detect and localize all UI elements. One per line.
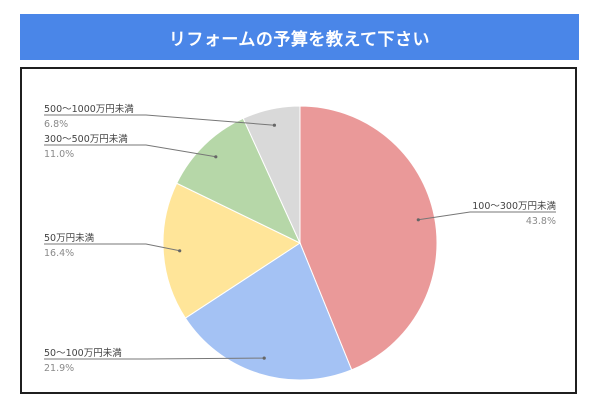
leader-line bbox=[44, 357, 265, 360]
leader-dot bbox=[262, 356, 266, 360]
slice-labels: 100～300万円未満 43.8% 50～100万円未満 21.9% 50万円未満 16.… bbox=[44, 103, 556, 374]
slice-label: 50万円未満 bbox=[44, 232, 95, 244]
pie-slice bbox=[162, 182, 302, 319]
pie-slice bbox=[184, 242, 353, 381]
leader-dot bbox=[214, 155, 218, 159]
pie-slices bbox=[162, 105, 438, 381]
slice-percent-label: 6.8% bbox=[44, 119, 68, 130]
leader-dot bbox=[178, 249, 182, 253]
leader-lines bbox=[44, 114, 556, 360]
pie-slice bbox=[176, 117, 302, 245]
slice-percent-label: 21.9% bbox=[44, 363, 74, 374]
pie-slice bbox=[299, 105, 438, 371]
slice-percent-label: 11.0% bbox=[44, 149, 74, 160]
leader-dot bbox=[272, 123, 276, 127]
slice-label: 500～1000万円未満 bbox=[44, 103, 134, 115]
leader-dot bbox=[416, 218, 420, 222]
leader-line bbox=[44, 243, 180, 252]
chart-title: リフォームの予算を教えて下さい bbox=[168, 29, 431, 50]
pie-slice bbox=[242, 105, 301, 244]
leader-line bbox=[44, 144, 216, 158]
slice-percent-label: 43.8% bbox=[526, 216, 556, 227]
chart-title-bar: リフォームの予算を教えて下さい bbox=[20, 14, 579, 60]
leader-line bbox=[418, 211, 556, 221]
slice-percent-label: 16.4% bbox=[44, 248, 74, 259]
slice-label: 100～300万円未満 bbox=[472, 200, 556, 212]
slice-label: 50～100万円未満 bbox=[44, 347, 122, 359]
leader-line bbox=[44, 114, 275, 126]
slice-label: 300～500万円未満 bbox=[44, 133, 128, 145]
